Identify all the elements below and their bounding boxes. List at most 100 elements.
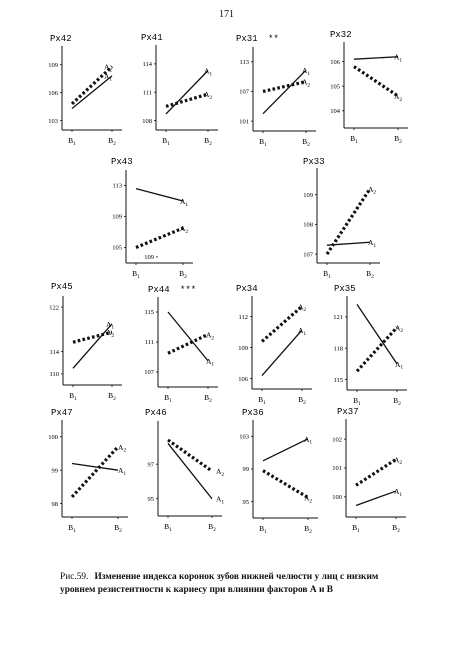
- x-tick-label: B1: [259, 137, 267, 148]
- y-tick-label: 108: [142, 118, 152, 125]
- chart-panel: Рх44 *** 107 111 115 B1 B2 A2 A1: [144, 285, 218, 404]
- x-tick-label: B2: [108, 391, 116, 402]
- caption-prefix: Рис.59.: [60, 572, 89, 582]
- y-tick-label: 107: [303, 251, 314, 258]
- y-tick-label: 108: [303, 222, 313, 229]
- series-label-a2: A2: [206, 331, 214, 342]
- significance-mark: ***: [180, 285, 196, 295]
- y-tick-label: 98: [52, 501, 59, 508]
- series-line-a2: [135, 226, 184, 249]
- series-line-a2: [325, 187, 372, 255]
- y-tick-label: 103: [48, 118, 58, 125]
- series-label-a2: A2: [394, 92, 402, 103]
- chart-panel: Рх34 106 109 112 B1 B2 A2 A1: [236, 284, 312, 406]
- series-line-a1: [135, 187, 184, 202]
- series-line-a1: [355, 490, 397, 507]
- series-label-a2: A2: [395, 323, 403, 334]
- x-tick-label: B2: [393, 396, 401, 407]
- series-label-a2: A2: [368, 185, 376, 196]
- x-tick-label: B1: [323, 269, 331, 280]
- chart-title: Рх34: [236, 284, 258, 294]
- y-tick-label: 103: [239, 434, 249, 441]
- series-label-a2: A2: [180, 224, 188, 235]
- x-tick-label: B1: [350, 134, 358, 145]
- x-tick-label: B1: [164, 393, 172, 404]
- y-tick-label: 100: [332, 494, 342, 501]
- chart-title: Рх41: [141, 33, 163, 43]
- chart-title: Рх35: [334, 284, 356, 294]
- series-label-a2: A2: [104, 63, 112, 74]
- y-tick-label: 122: [49, 304, 59, 311]
- x-tick-label: B2: [108, 136, 116, 147]
- series-label-a1: A1: [206, 357, 214, 368]
- y-tick-label: 109: [48, 62, 58, 69]
- x-tick-label: B2: [114, 523, 122, 534]
- y-tick-label: 118: [333, 345, 343, 352]
- series-label-a2: A2: [118, 443, 126, 454]
- series-line-a2: [355, 326, 399, 373]
- y-tick-label: 114: [49, 349, 59, 356]
- page-number: 171: [219, 9, 234, 20]
- x-tick-label: B2: [366, 269, 374, 280]
- x-tick-label: B2: [179, 269, 187, 280]
- x-tick-label: B1: [68, 136, 76, 147]
- chart-title: Рх47: [51, 408, 73, 418]
- figure-caption: Рис.59. Изменение индекса коронок зубов н…: [60, 571, 400, 596]
- series-line-a2: [72, 330, 113, 344]
- x-tick-label: B1: [164, 522, 172, 533]
- series-line-a2: [167, 438, 213, 473]
- chart-title: Рх33: [303, 157, 325, 167]
- y-tick-label: 111: [143, 89, 152, 96]
- series-line-a2: [355, 458, 397, 487]
- y-tick-label: 105: [330, 83, 340, 90]
- y-tick-label: 109: [303, 192, 313, 199]
- y-tick-label: 111: [145, 339, 154, 346]
- y-tick-label: 104: [330, 108, 341, 115]
- series-label-a1: A1: [394, 53, 402, 64]
- y-tick-label: 99: [243, 466, 250, 473]
- series-line-a1: [262, 69, 307, 115]
- y-tick-label: 97: [148, 461, 155, 468]
- y-tick-label: 115: [144, 309, 154, 316]
- series-label-a1: A1: [204, 67, 212, 78]
- series-line-a1: [72, 323, 113, 369]
- series-label-a2: A2: [106, 328, 114, 339]
- x-tick-label: B2: [304, 524, 312, 535]
- series-label-a1: A1: [394, 487, 402, 498]
- chart-title: Рх43: [111, 157, 133, 167]
- chart-title: Рх42: [50, 34, 72, 44]
- x-tick-label: B2: [298, 395, 306, 406]
- series-label-a1: A1: [368, 238, 376, 249]
- y-tick-label: 105: [112, 245, 122, 252]
- chart-panel: Рх47 98 99 100 B1 B2 A2 A1: [48, 408, 128, 534]
- x-tick-label: B2: [208, 522, 216, 533]
- y-tick-label: 106: [238, 376, 249, 383]
- series-line-a2: [70, 445, 120, 499]
- y-tick-label: 95: [243, 499, 250, 506]
- y-tick-label: 113: [239, 59, 249, 66]
- series-label-a1: A1: [216, 495, 224, 506]
- x-tick-label: B1: [259, 524, 267, 535]
- x-tick-label: B2: [392, 523, 400, 534]
- y-tick-label: 95: [148, 496, 155, 503]
- chart-title: Рх36: [242, 408, 264, 418]
- series-label-a1: A1: [298, 326, 306, 337]
- y-tick-label: 109: [238, 345, 248, 352]
- chart-title: Рх31: [236, 34, 258, 44]
- series-line-a2: [262, 80, 307, 94]
- y-tick-label: 99: [52, 467, 59, 474]
- series-label-a1: A1: [395, 360, 403, 371]
- y-tick-label: 112: [238, 314, 248, 321]
- series-label-a1: A1: [304, 435, 312, 446]
- chart-title: Рх44: [148, 285, 170, 295]
- y-tick-label: 101: [239, 118, 249, 125]
- significance-mark: **: [268, 34, 279, 44]
- x-tick-label: B2: [302, 137, 310, 148]
- series-line-a1: [71, 462, 119, 471]
- series-label-a2: A2: [216, 467, 224, 478]
- x-tick-label: B1: [162, 136, 170, 147]
- y-tick-label: 110: [49, 371, 59, 378]
- series-line-a1: [353, 56, 399, 60]
